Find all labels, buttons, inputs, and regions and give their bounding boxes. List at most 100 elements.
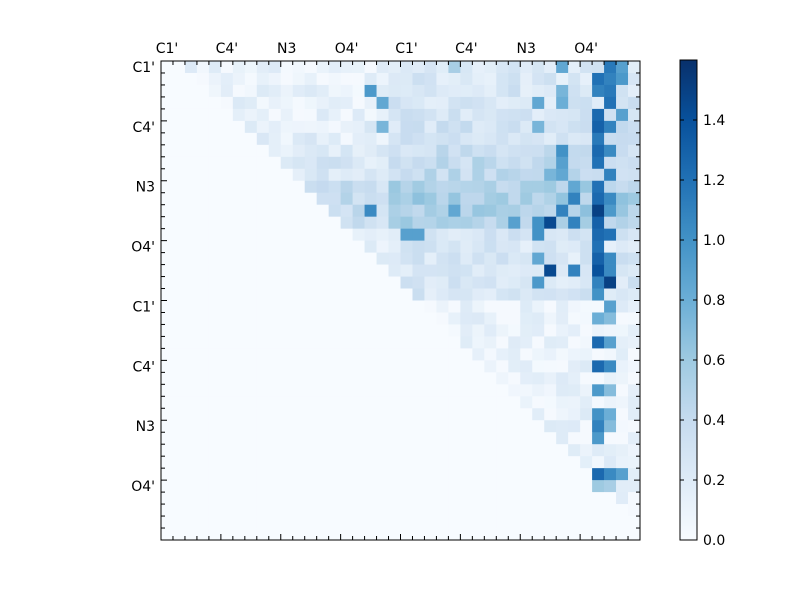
heatmap-cell bbox=[520, 360, 533, 373]
heatmap-cell bbox=[364, 276, 377, 289]
heatmap-cell bbox=[592, 480, 605, 493]
heatmap-cell bbox=[568, 84, 581, 98]
heatmap-cell bbox=[304, 144, 318, 158]
heatmap-cell bbox=[196, 228, 210, 241]
heatmap-cell bbox=[161, 432, 174, 445]
heatmap-cell bbox=[184, 456, 198, 469]
heatmap-cell bbox=[280, 168, 294, 182]
heatmap-cell bbox=[616, 516, 629, 529]
heatmap-cell bbox=[388, 408, 401, 421]
heatmap-cell bbox=[244, 120, 258, 134]
heatmap-cell bbox=[232, 288, 246, 301]
heatmap-cell bbox=[508, 204, 521, 218]
heatmap-cell bbox=[376, 444, 389, 457]
heatmap-cell bbox=[220, 156, 234, 170]
heatmap-cell bbox=[472, 204, 485, 218]
heatmap-cell bbox=[208, 372, 222, 385]
heatmap-cell bbox=[460, 300, 473, 313]
heatmap-cell bbox=[244, 276, 258, 289]
heatmap-cell bbox=[304, 348, 318, 361]
heatmap-cell bbox=[376, 120, 389, 134]
heatmap-cell bbox=[388, 480, 401, 493]
heatmap-cell bbox=[208, 72, 222, 86]
heatmap-cell bbox=[604, 204, 617, 218]
heatmap-cell bbox=[196, 480, 210, 493]
heatmap-cell bbox=[184, 408, 198, 421]
heatmap-cell bbox=[544, 516, 557, 529]
heatmap-cell bbox=[161, 61, 174, 74]
heatmap-cell bbox=[316, 180, 329, 194]
heatmap-cell bbox=[376, 156, 389, 170]
heatmap-cell bbox=[340, 384, 353, 397]
heatmap-cell bbox=[220, 384, 234, 397]
heatmap-cell bbox=[268, 84, 282, 98]
heatmap-cell bbox=[352, 72, 365, 86]
heatmap-cell bbox=[196, 456, 210, 469]
heatmap-cell bbox=[580, 384, 593, 397]
heatmap-cell bbox=[544, 108, 557, 122]
heatmap-cell bbox=[172, 312, 186, 325]
heatmap-cell bbox=[388, 348, 401, 361]
heatmap-cell bbox=[340, 276, 353, 289]
heatmap-cell bbox=[316, 444, 329, 457]
heatmap-cell bbox=[628, 108, 641, 122]
heatmap-cell bbox=[220, 444, 234, 457]
heatmap-cell bbox=[448, 264, 461, 277]
heatmap-cell bbox=[556, 504, 569, 517]
heatmap-cell bbox=[340, 360, 353, 373]
heatmap-cell bbox=[232, 516, 246, 529]
heatmap-cell bbox=[352, 456, 365, 469]
heatmap-cell bbox=[304, 324, 318, 337]
heatmap-cell bbox=[568, 408, 581, 421]
heatmap-cell bbox=[580, 492, 593, 505]
heatmap-cell bbox=[280, 516, 294, 529]
heatmap-cell bbox=[172, 252, 186, 265]
heatmap-cell bbox=[388, 492, 401, 505]
heatmap-cell bbox=[244, 348, 258, 361]
heatmap-cell bbox=[364, 168, 377, 182]
heatmap-cell bbox=[484, 336, 497, 349]
heatmap-cell bbox=[520, 504, 533, 517]
heatmap-cell bbox=[376, 300, 389, 313]
heatmap-cell bbox=[436, 168, 449, 182]
heatmap-cell bbox=[628, 336, 641, 349]
heatmap-cell bbox=[628, 264, 641, 277]
heatmap-cell bbox=[496, 264, 509, 277]
heatmap-cell bbox=[496, 504, 509, 517]
heatmap-cell bbox=[448, 444, 461, 457]
heatmap-cell bbox=[280, 300, 294, 313]
heatmap-cell bbox=[412, 444, 425, 457]
heatmap-cell bbox=[496, 61, 509, 74]
heatmap-cell bbox=[472, 408, 485, 421]
heatmap-cell bbox=[340, 420, 353, 433]
heatmap-cell bbox=[532, 396, 545, 409]
heatmap-cell bbox=[568, 372, 581, 385]
heatmap-cell bbox=[424, 492, 437, 505]
heatmap-cell bbox=[232, 120, 246, 134]
heatmap-cell bbox=[520, 144, 533, 158]
heatmap-cell bbox=[292, 528, 306, 541]
heatmap-cell bbox=[520, 204, 533, 218]
heatmap-cell bbox=[532, 432, 545, 445]
heatmap-cell bbox=[412, 492, 425, 505]
heatmap-cell bbox=[364, 372, 377, 385]
heatmap-cell bbox=[472, 264, 485, 277]
heatmap-cell bbox=[268, 180, 282, 194]
heatmap-cell bbox=[376, 516, 389, 529]
heatmap-cell bbox=[412, 300, 425, 313]
heatmap-cell bbox=[496, 348, 509, 361]
heatmap-cell bbox=[268, 432, 282, 445]
heatmap-cell bbox=[544, 372, 557, 385]
heatmap-cell bbox=[244, 360, 258, 373]
heatmap-cell bbox=[172, 72, 186, 86]
heatmap-cell bbox=[592, 180, 605, 194]
heatmap-cell bbox=[436, 528, 449, 541]
heatmap-cell bbox=[268, 408, 282, 421]
heatmap-cell bbox=[568, 396, 581, 409]
heatmap-cell bbox=[268, 192, 282, 206]
heatmap-cell bbox=[460, 156, 473, 170]
heatmap-cell bbox=[161, 516, 174, 529]
heatmap-cell bbox=[616, 456, 629, 469]
heatmap-cell bbox=[232, 432, 246, 445]
heatmap-cell bbox=[280, 156, 294, 170]
